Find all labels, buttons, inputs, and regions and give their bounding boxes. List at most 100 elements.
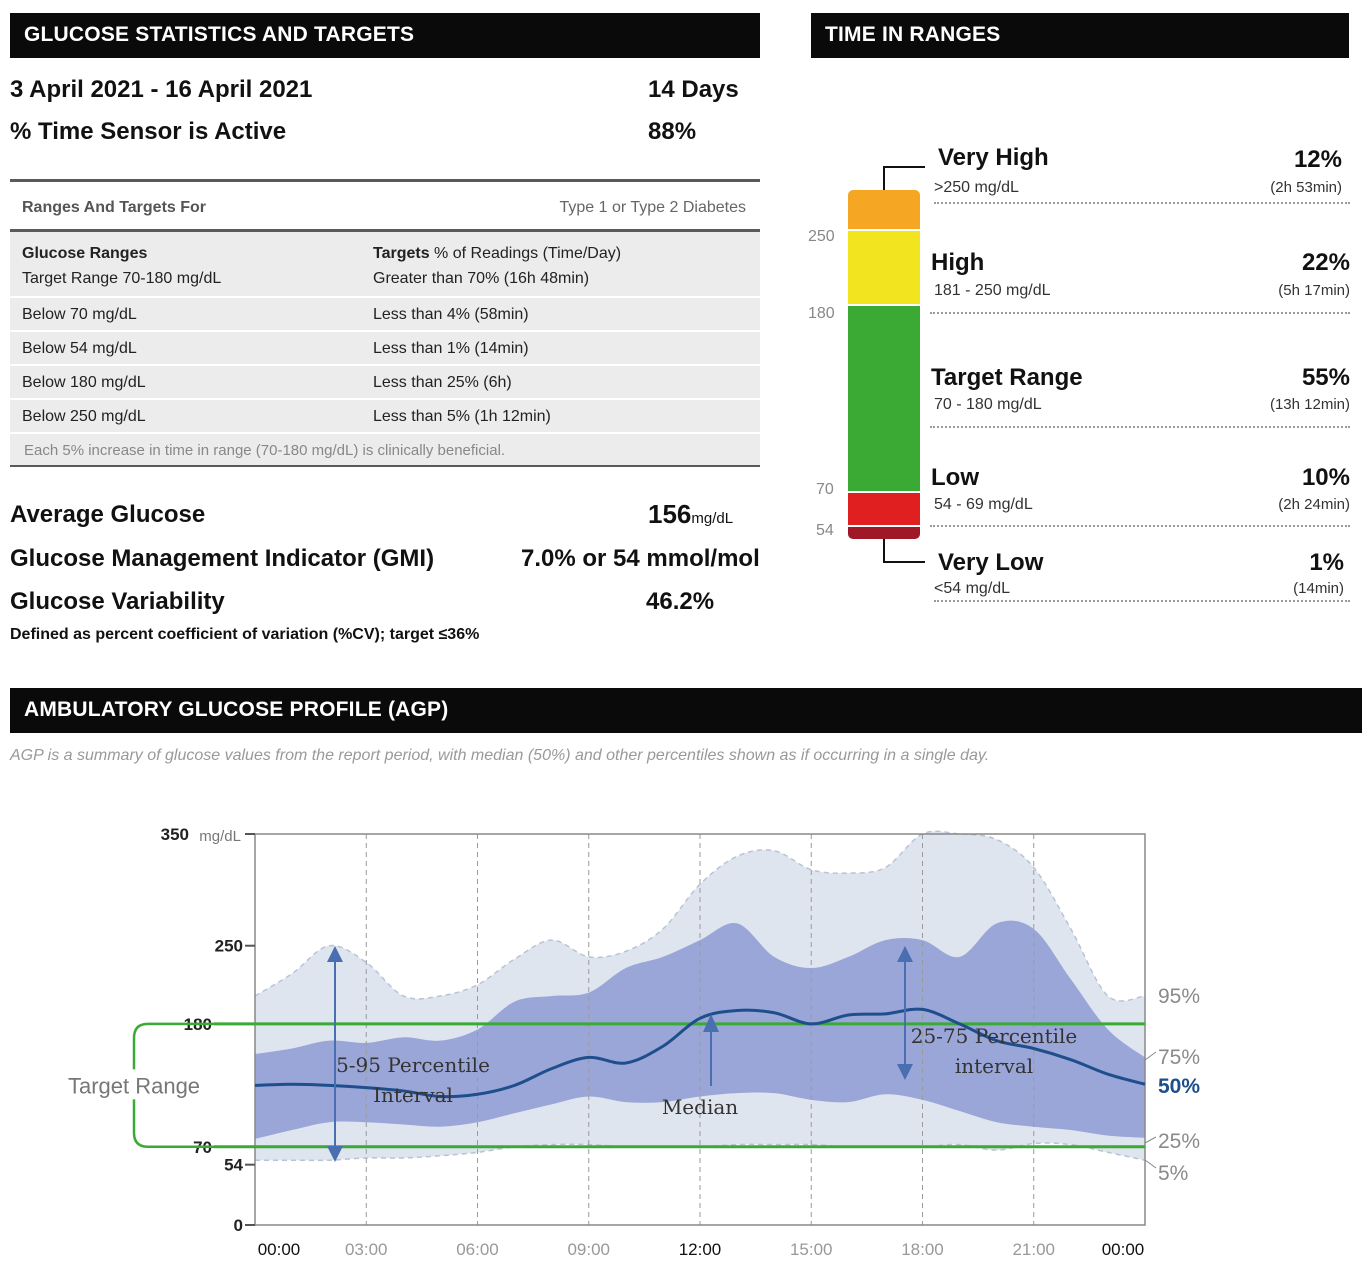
tir-divider xyxy=(934,202,1350,204)
table-row: Target Range 70-180 mg/dL xyxy=(22,270,222,287)
sensor-active-value: 88% xyxy=(648,118,697,145)
col-targets-header-bold: Targets xyxy=(373,245,430,262)
tir-low-label: Low xyxy=(931,464,979,491)
tir-connector-top xyxy=(883,166,925,190)
tir-high-dur: (5h 17min) xyxy=(1278,282,1350,299)
tir-header: TIME IN RANGES xyxy=(811,13,1349,58)
table-row-target: Greater than 70% (16h 48min) xyxy=(373,270,590,287)
agp-percentile-leader xyxy=(1144,1051,1157,1061)
tir-target-pct: 55% xyxy=(1301,364,1350,391)
table-row: Below 54 mg/dL xyxy=(22,340,137,357)
agp-p95-edge xyxy=(254,830,1146,1002)
agp-x-tick-label: 12:00 xyxy=(679,1240,722,1259)
tir-stacked-bar xyxy=(848,190,920,539)
gmi-label: Glucose Management Indicator (GMI) xyxy=(10,545,435,572)
tir-very-high-dur: (2h 53min) xyxy=(1270,179,1342,196)
targets-table: Ranges And Targets For Type 1 or Type 2 … xyxy=(10,179,760,467)
agp-annotation-median: Median xyxy=(662,1095,738,1119)
tir-segment-low xyxy=(848,493,920,528)
tir-tick-54: 54 xyxy=(816,522,834,539)
agp-x-tick-label: 03:00 xyxy=(345,1240,388,1259)
table-row-target: Less than 5% (1h 12min) xyxy=(373,408,551,425)
tir-very-high-range: >250 mg/dL xyxy=(934,179,1019,196)
tir-very-low-range: <54 mg/dL xyxy=(934,580,1011,597)
agp-arrow-25-75-head-up xyxy=(897,946,913,962)
avg-glucose-number: 156 xyxy=(648,499,692,529)
tir-target-dur: (13h 12min) xyxy=(1269,396,1350,413)
col-glucose-ranges-header: Glucose Ranges xyxy=(22,245,148,262)
agp-annotation-25-75-line2: interval xyxy=(955,1054,1033,1078)
agp-percentile-label: 5% xyxy=(1158,1162,1188,1185)
agp-x-tick-label: 00:00 xyxy=(258,1240,301,1259)
tir-tick-70: 70 xyxy=(816,481,834,498)
agp-percentile-label: 95% xyxy=(1158,985,1200,1008)
table-title: Ranges And Targets For xyxy=(22,199,207,216)
agp-y-unit: mg/dL xyxy=(199,828,241,845)
agp-band-25-75 xyxy=(255,920,1145,1139)
tir-segment-target xyxy=(848,305,920,494)
agp-y-tick-label: 0 xyxy=(234,1216,243,1235)
tir-divider xyxy=(930,525,1350,527)
table-row-target: Less than 4% (58min) xyxy=(373,306,529,323)
agp-y-tick-label: 350 xyxy=(161,825,189,844)
tir-very-low-label: Very Low xyxy=(938,549,1044,576)
tir-low-pct: 10% xyxy=(1301,464,1350,491)
agp-annotation-25-75: 25-75 Percentile xyxy=(911,1024,1078,1048)
agp-arrow-median-head xyxy=(703,1014,719,1032)
table-row: Below 250 mg/dL xyxy=(22,408,146,425)
tir-very-low-dur: (14min) xyxy=(1293,580,1344,597)
variability-value: 46.2% xyxy=(646,588,715,615)
tir-low-range: 54 - 69 mg/dL xyxy=(934,496,1033,513)
avg-glucose-value: 156mg/dL xyxy=(648,499,733,530)
agp-target-label-bg xyxy=(60,1069,210,1100)
agp-percentile-label: 25% xyxy=(1158,1130,1200,1153)
col-targets-header: Targets % of Readings (Time/Day) xyxy=(373,245,621,263)
agp-header: AMBULATORY GLUCOSE PROFILE (AGP) xyxy=(10,688,1362,733)
table-row: Below 70 mg/dL xyxy=(22,306,137,323)
agp-arrow-5-95-head-down xyxy=(327,1146,343,1162)
tir-target-range: 70 - 180 mg/dL xyxy=(934,396,1042,413)
table-title-right: Type 1 or Type 2 Diabetes xyxy=(559,199,746,216)
table-footnote: Each 5% increase in time in range (70-18… xyxy=(24,442,506,459)
tir-very-low-pct: 1% xyxy=(1309,549,1344,576)
agp-annotation-5-95: 5-95 Percentile xyxy=(336,1053,490,1077)
agp-x-tick-label: 06:00 xyxy=(456,1240,499,1259)
tir-very-high-label: Very High xyxy=(938,144,1049,171)
tir-high-label: High xyxy=(931,249,985,276)
tir-divider xyxy=(930,426,1350,428)
tir-segment-very-high xyxy=(848,190,920,231)
variability-note: Defined as percent coefficient of variat… xyxy=(10,626,480,643)
sensor-active-label: % Time Sensor is Active xyxy=(10,118,287,145)
agp-x-tick-label: 18:00 xyxy=(901,1240,944,1259)
agp-x-tick-label: 09:00 xyxy=(567,1240,610,1259)
agp-percentile-label: 75% xyxy=(1158,1046,1200,1069)
agp-annotation-5-95-line2: Interval xyxy=(373,1083,453,1107)
tir-target-label: Target Range xyxy=(931,364,1083,391)
days-count: 14 Days xyxy=(648,76,739,103)
variability-label: Glucose Variability xyxy=(10,588,225,615)
tir-connectors xyxy=(883,166,925,563)
agp-target-range-label: Target Range xyxy=(68,1073,200,1098)
avg-glucose-unit: mg/dL xyxy=(691,510,734,527)
agp-x-tick-label: 21:00 xyxy=(1012,1240,1055,1259)
date-range: 3 April 2021 - 16 April 2021 xyxy=(10,76,313,103)
agp-y-tick-label: 250 xyxy=(215,937,243,956)
tir-low-dur: (2h 24min) xyxy=(1278,496,1350,513)
tir-segment-very-low xyxy=(848,527,920,539)
agp-median-line xyxy=(254,1007,1146,1099)
agp-x-tick-label: 15:00 xyxy=(790,1240,833,1259)
agp-x-tick-label: 00:00 xyxy=(1102,1240,1145,1259)
tir-connector-bottom xyxy=(883,539,925,563)
tir-segment-high xyxy=(848,230,920,306)
agp-arrow-25-75-head-down xyxy=(897,1064,913,1080)
table-row-target: Less than 1% (14min) xyxy=(373,340,529,357)
tir-tick-250: 250 xyxy=(808,228,835,245)
agp-y-tick-label: 54 xyxy=(224,1156,243,1175)
agp-percentile-leader xyxy=(1144,1159,1157,1169)
tir-divider xyxy=(930,312,1350,314)
avg-glucose-label: Average Glucose xyxy=(10,501,206,528)
agp-percentile-leader xyxy=(1144,1136,1157,1144)
agp-percentile-label: 50% xyxy=(1158,1075,1200,1098)
table-row: Below 180 mg/dL xyxy=(22,374,146,391)
